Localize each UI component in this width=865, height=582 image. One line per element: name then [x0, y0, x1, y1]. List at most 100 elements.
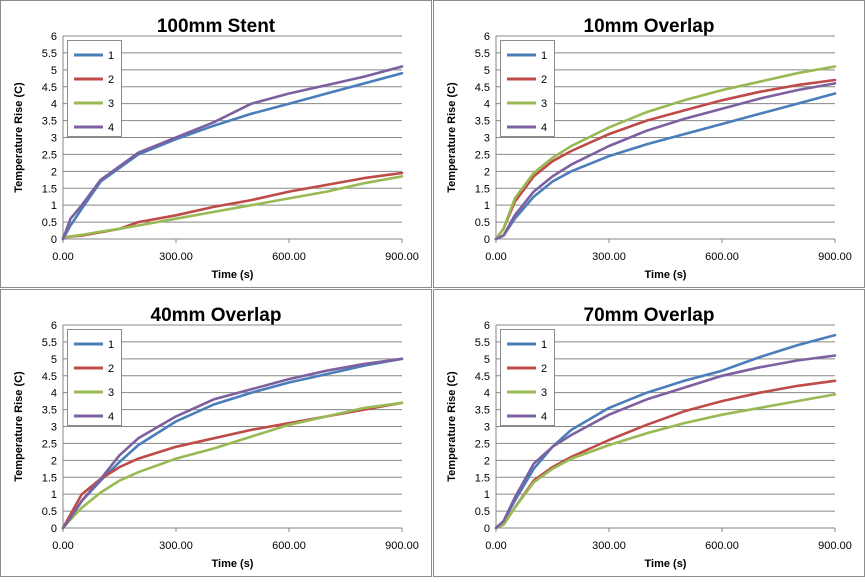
x-tick-label: 300.00: [592, 540, 626, 552]
x-tick-label: 300.00: [592, 251, 626, 263]
y-tick-label: 2: [484, 455, 490, 467]
chart-panel-4: 70mm Overlap 0 0.5 1 1.5 2 2.5 3 3.5 4 4.5 5 5.5 6 0.0…: [433, 289, 865, 577]
x-tick-label: 900.00: [385, 540, 419, 552]
chart-title: 70mm Overlap: [584, 305, 715, 326]
x-tick-label: 0.00: [485, 251, 506, 263]
series-line-3: [494, 65, 837, 241]
x-tick-label: 600.00: [272, 540, 306, 552]
y-tick-label: 1: [51, 200, 57, 212]
legend-label: 3: [108, 387, 114, 399]
x-tick-label: 600.00: [705, 540, 739, 552]
y-tick-label: 3: [51, 133, 57, 145]
x-tick-label: 0.00: [52, 251, 73, 263]
x-tick-label: 900.00: [818, 540, 852, 552]
y-tick-label: 5.5: [475, 337, 490, 349]
x-axis-label: Time (s): [212, 269, 254, 281]
y-tick-label: 2: [51, 455, 57, 467]
x-tick-label: 300.00: [159, 251, 193, 263]
legend-label: 1: [541, 50, 547, 62]
y-axis-label: Temperature Rise (C): [13, 371, 25, 482]
y-tick-label: 5: [51, 354, 57, 366]
y-tick-label: 3.5: [42, 405, 57, 417]
y-tick-label: 2.5: [42, 149, 57, 161]
series-line-3: [61, 401, 404, 530]
x-axis-label: Time (s): [645, 558, 687, 570]
y-tick-label: 2.5: [475, 149, 490, 161]
series-line-4: [494, 354, 837, 530]
y-tick-label: 0: [484, 523, 490, 535]
chart-title: 40mm Overlap: [151, 305, 282, 326]
y-tick-label: 1: [484, 489, 490, 501]
y-tick-label: 1.5: [42, 472, 57, 484]
y-tick-label: 5.5: [42, 48, 57, 60]
y-tick-label: 5.5: [42, 337, 57, 349]
chart-panel-border: [0, 0, 432, 288]
y-tick-label: 4.5: [42, 371, 57, 383]
y-tick-label: 0.5: [475, 506, 490, 518]
y-tick-label: 2.5: [42, 438, 57, 450]
x-tick-label: 600.00: [705, 251, 739, 263]
legend-label: 3: [541, 387, 547, 399]
legend-label: 4: [541, 122, 547, 134]
chart-panel-1: 100mm Stent 0 0.5 1 1.5 2 2.5 3 3.5 4 4.5 5 5.5 6 0.00…: [0, 0, 432, 288]
legend-label: 1: [108, 339, 114, 351]
y-tick-label: 4.5: [475, 82, 490, 94]
legend-label: 3: [108, 98, 114, 110]
y-tick-label: 1.5: [475, 183, 490, 195]
y-tick-label: 4: [484, 388, 490, 400]
legend-label: 2: [541, 74, 547, 86]
chart-title: 10mm Overlap: [584, 16, 715, 37]
y-axis-label: Temperature Rise (C): [446, 82, 458, 193]
y-tick-label: 1.5: [475, 472, 490, 484]
series-line-4: [494, 82, 837, 241]
y-tick-label: 6: [484, 320, 490, 332]
y-tick-label: 0.5: [475, 217, 490, 229]
series-line-1: [494, 92, 837, 241]
x-tick-label: 0.00: [485, 540, 506, 552]
series-line-3: [61, 175, 404, 239]
y-tick-label: 6: [51, 31, 57, 43]
y-tick-label: 3.5: [42, 116, 57, 128]
legend-label: 3: [541, 98, 547, 110]
x-tick-label: 900.00: [385, 251, 419, 263]
legend-label: 2: [108, 74, 114, 86]
y-tick-label: 1.5: [42, 183, 57, 195]
x-tick-label: 300.00: [159, 540, 193, 552]
series-line-4: [61, 65, 404, 241]
chart-panel-3: 40mm Overlap 0 0.5 1 1.5 2 2.5 3 3.5 4 4.5 5 5.5 6 0.0…: [0, 289, 432, 577]
series-line-3: [494, 393, 837, 530]
legend-label: 1: [108, 50, 114, 62]
series-line-1: [61, 71, 404, 241]
y-tick-label: 0.5: [42, 506, 57, 518]
y-tick-label: 2: [51, 166, 57, 178]
chart-title: 100mm Stent: [157, 16, 276, 37]
legend-label: 1: [541, 339, 547, 351]
chart-panel-border: [0, 289, 432, 577]
y-tick-label: 4.5: [42, 82, 57, 94]
y-tick-label: 0.5: [42, 217, 57, 229]
y-axis-label: Temperature Rise (C): [13, 82, 25, 193]
y-tick-label: 6: [484, 31, 490, 43]
y-tick-label: 3: [484, 133, 490, 145]
y-tick-label: 5.5: [475, 48, 490, 60]
legend-label: 4: [541, 411, 547, 423]
x-tick-label: 600.00: [272, 251, 306, 263]
y-tick-label: 1: [51, 489, 57, 501]
y-tick-label: 5: [484, 65, 490, 77]
x-tick-label: 0.00: [52, 540, 73, 552]
y-tick-label: 1: [484, 200, 490, 212]
y-tick-label: 0: [484, 234, 490, 246]
y-tick-label: 3.5: [475, 116, 490, 128]
y-tick-label: 5: [51, 65, 57, 77]
y-tick-label: 6: [51, 320, 57, 332]
y-tick-label: 3: [51, 422, 57, 434]
series-line-1: [494, 333, 837, 530]
y-tick-label: 0: [51, 523, 57, 535]
y-tick-label: 0: [51, 234, 57, 246]
legend-label: 4: [108, 411, 114, 423]
y-tick-label: 4.5: [475, 371, 490, 383]
y-tick-label: 3.5: [475, 405, 490, 417]
y-tick-label: 2.5: [475, 438, 490, 450]
